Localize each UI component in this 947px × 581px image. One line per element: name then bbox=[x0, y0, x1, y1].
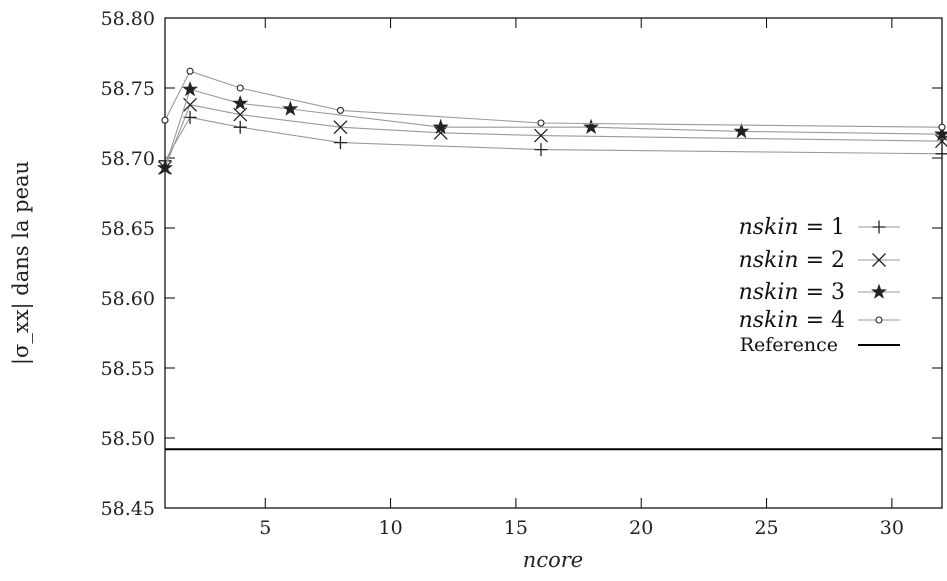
legend-item-4: nskin = 4 bbox=[739, 308, 900, 333]
data-point-cross bbox=[872, 253, 886, 267]
series-3 bbox=[157, 80, 947, 175]
data-point-circle bbox=[161, 116, 169, 124]
y-tick-label: 58.65 bbox=[101, 218, 155, 240]
tick-labels: 58.45 58.50 58.55 58.60 58.65 58.70 58.75 58.80… bbox=[101, 8, 904, 539]
data-point-circle bbox=[336, 106, 345, 114]
legend: nskin = 1 nskin = 2 nskin = 3 nskin = 4Refe… bbox=[739, 215, 900, 356]
x-tick-label: 25 bbox=[754, 517, 778, 539]
legend-label: nskin = 2 bbox=[739, 248, 845, 273]
data-point-star bbox=[157, 159, 173, 175]
legend-item-3: nskin = 3 bbox=[739, 280, 900, 305]
data-point-star bbox=[583, 118, 600, 135]
data-point-plus bbox=[534, 143, 548, 157]
legend-label: nskin = 1 bbox=[739, 215, 845, 240]
data-point-plus bbox=[872, 220, 886, 234]
data-point-cross bbox=[433, 125, 448, 140]
data-point-circle bbox=[236, 84, 244, 92]
data-point-cross bbox=[333, 120, 348, 135]
series-2 bbox=[158, 97, 947, 175]
data-point-circle bbox=[938, 123, 946, 131]
y-axis-label: |σ_xx| dans la peau bbox=[9, 161, 34, 365]
data-point-star bbox=[182, 80, 199, 97]
data-point-cross bbox=[534, 128, 548, 143]
data-point-star bbox=[871, 283, 887, 299]
series-line bbox=[164, 116, 943, 162]
legend-label: Reference bbox=[740, 334, 838, 356]
y-tick-label: 58.70 bbox=[101, 148, 155, 170]
y-tick-label: 58.75 bbox=[101, 78, 155, 100]
x-tick-label: 15 bbox=[504, 517, 528, 539]
data-point-circle bbox=[186, 67, 194, 75]
data-point-star bbox=[432, 118, 449, 135]
data-point-star bbox=[733, 122, 750, 139]
x-axis-label: ncore bbox=[523, 548, 583, 572]
series-group bbox=[157, 67, 947, 175]
data-point-circle bbox=[537, 119, 545, 127]
x-tick-label: 5 bbox=[259, 517, 271, 539]
axis-ticks bbox=[165, 17, 942, 509]
legend-label: nskin = 3 bbox=[739, 280, 845, 305]
series-line bbox=[164, 104, 943, 169]
data-point-cross bbox=[935, 134, 947, 149]
data-point-plus bbox=[183, 110, 197, 124]
data-point-star bbox=[282, 100, 299, 116]
data-point-cross bbox=[183, 97, 198, 112]
y-tick-label: 58.50 bbox=[101, 428, 155, 450]
legend-item-2: nskin = 2 bbox=[739, 248, 900, 273]
x-tick-label: 10 bbox=[378, 517, 402, 539]
x-tick-label: 20 bbox=[629, 517, 653, 539]
data-point-plus bbox=[333, 136, 347, 150]
data-point-plus bbox=[233, 120, 247, 134]
data-point-star bbox=[934, 125, 947, 142]
series-4 bbox=[161, 67, 946, 131]
y-tick-label: 58.55 bbox=[101, 358, 155, 380]
series-1 bbox=[158, 110, 947, 168]
data-point-circle bbox=[875, 316, 883, 324]
data-point-plus bbox=[935, 147, 947, 161]
legend-item-1: nskin = 1 bbox=[739, 215, 900, 240]
y-tick-label: 58.80 bbox=[101, 8, 155, 30]
legend-label: nskin = 4 bbox=[739, 308, 845, 333]
legend-item-reference: Reference bbox=[740, 334, 900, 356]
data-point-cross bbox=[233, 107, 248, 122]
series-line bbox=[164, 88, 943, 168]
y-tick-label: 58.60 bbox=[101, 288, 155, 310]
plot-frame bbox=[164, 17, 943, 509]
data-point-star bbox=[232, 94, 249, 111]
x-tick-label: 30 bbox=[880, 517, 904, 539]
series-line bbox=[164, 70, 943, 128]
y-tick-label: 58.45 bbox=[101, 498, 155, 520]
